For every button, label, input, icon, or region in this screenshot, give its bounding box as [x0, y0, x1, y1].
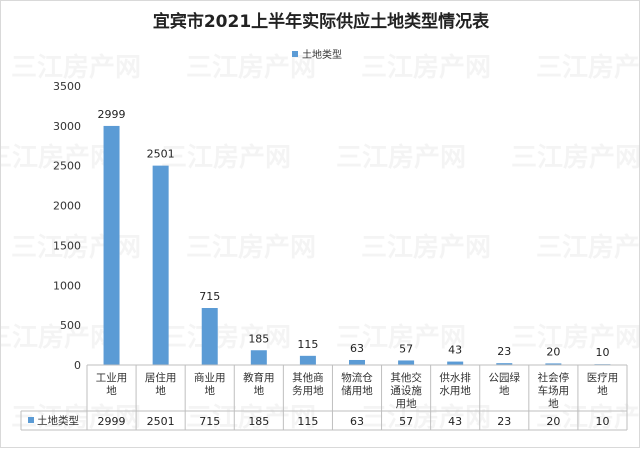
data-label: 43	[448, 344, 462, 357]
x-tick-label: 储用地	[341, 384, 373, 397]
x-tick-label: 通设施	[390, 384, 422, 397]
watermark-layer: 三江房产网三江房产网三江房产网三江房产网三江房产网三江房产网三江房产网三江房产网…	[1, 53, 640, 433]
x-tick-label: 地	[254, 384, 265, 397]
x-tick-label: 用地	[396, 397, 417, 410]
y-tick-label: 500	[60, 319, 81, 332]
data-label: 20	[546, 345, 560, 358]
data-label: 715	[199, 290, 220, 303]
x-tick-label: 地	[106, 384, 117, 397]
data-label: 185	[248, 332, 269, 345]
watermark-text: 三江房产网	[536, 53, 640, 83]
watermark-text: 三江房产网	[161, 143, 291, 173]
watermark-text: 三江房产网	[536, 233, 640, 263]
x-tick-label: 车场用	[538, 384, 570, 397]
table-cell-value: 57	[399, 415, 413, 428]
y-tick-label: 1500	[53, 239, 81, 252]
watermark-text: 三江房产网	[186, 233, 316, 263]
bar	[152, 165, 169, 365]
data-label: 2999	[98, 108, 126, 121]
x-tick-label: 公园绿	[489, 371, 521, 384]
watermark-text: 三江房产网	[361, 53, 491, 83]
legend-swatch	[292, 51, 298, 57]
data-label: 10	[595, 346, 609, 359]
y-tick-label: 3500	[53, 80, 81, 93]
table-cell-value: 2501	[147, 415, 175, 428]
legend-label: 土地类型	[302, 48, 342, 61]
x-tick-label: 务用地	[292, 384, 324, 397]
table-cell-value: 23	[497, 415, 511, 428]
table-cell-value: 185	[248, 415, 269, 428]
watermark-text: 三江房产网	[1, 323, 116, 353]
table-legend-swatch	[28, 417, 34, 423]
x-tick-label: 社会停	[538, 371, 570, 384]
bars: 2999 2501 715 185 115 63 57 43 23 20 10	[98, 108, 611, 366]
y-axis: 0 500 1000 1500 2000 2500 3000 3500	[53, 80, 81, 372]
y-tick-label: 2000	[53, 200, 81, 213]
watermark-text: 三江房产网	[161, 323, 291, 353]
y-tick-label: 2500	[53, 160, 81, 173]
data-label: 57	[399, 342, 413, 355]
x-tick-label: 商业用	[194, 371, 226, 384]
y-tick-label: 0	[74, 359, 81, 372]
watermark-text: 三江房产网	[511, 323, 640, 353]
data-label: 63	[350, 342, 364, 355]
data-label: 23	[497, 345, 511, 358]
watermark-text: 三江房产网	[186, 403, 316, 433]
bar	[201, 308, 218, 365]
bar	[103, 125, 120, 365]
x-tick-label: 水用地	[439, 384, 471, 397]
bar	[398, 360, 415, 365]
x-tick-label: 工业用	[96, 372, 128, 384]
bar	[299, 355, 316, 365]
watermark-text: 三江房产网	[336, 143, 466, 173]
x-tick-label: 地	[204, 384, 215, 397]
x-tick-label: 物流仓	[341, 371, 373, 384]
watermark-text: 三江房产网	[186, 53, 316, 83]
x-tick-label: 地	[155, 384, 166, 397]
bar	[447, 361, 464, 365]
x-tick-label: 地	[597, 384, 608, 397]
table-cell-value: 20	[546, 415, 560, 428]
watermark-text: 三江房产网	[361, 403, 491, 433]
x-tick-label: 地	[499, 384, 510, 397]
watermark-text: 三江房产网	[511, 143, 640, 173]
y-tick-label: 3000	[53, 120, 81, 133]
bar	[545, 363, 562, 365]
table-cell-value: 63	[350, 415, 364, 428]
bar	[250, 350, 267, 365]
table-cell-value: 715	[199, 415, 220, 428]
data-label: 115	[297, 338, 318, 351]
x-tick-label: 居住用	[145, 371, 177, 384]
y-tick-label: 1000	[53, 279, 81, 292]
table-cell-value: 43	[448, 415, 462, 428]
x-tick-label: 供水排	[439, 371, 471, 384]
table-cell-value: 10	[595, 415, 609, 428]
table-cell-value: 2999	[98, 415, 126, 428]
table-cell-value: 115	[297, 415, 318, 428]
data-table: 工业用地居住用地商业用地教育用地其他商务用地物流仓储用地其他交通设施用地供水排水…	[20, 364, 628, 431]
table-row-header: 土地类型	[37, 414, 79, 427]
x-tick-label: 地	[548, 397, 559, 410]
x-tick-label: 其他商	[292, 371, 324, 384]
data-label: 2501	[147, 148, 175, 161]
watermark-text: 三江房产网	[336, 323, 466, 353]
bar	[349, 359, 365, 365]
legend: 土地类型	[292, 48, 342, 61]
x-tick-label: 教育用	[243, 371, 275, 384]
x-tick-label: 其他交	[390, 371, 422, 384]
bar	[496, 363, 513, 365]
watermark-text: 三江房产网	[11, 53, 141, 83]
x-tick-label: 医疗用	[587, 371, 619, 384]
watermark-text: 三江房产网	[1, 143, 116, 173]
chart-title: 宜宾市2021上半年实际供应土地类型情况表	[153, 11, 490, 32]
watermark-text: 三江房产网	[536, 403, 640, 433]
watermark-text: 三江房产网	[361, 233, 491, 263]
